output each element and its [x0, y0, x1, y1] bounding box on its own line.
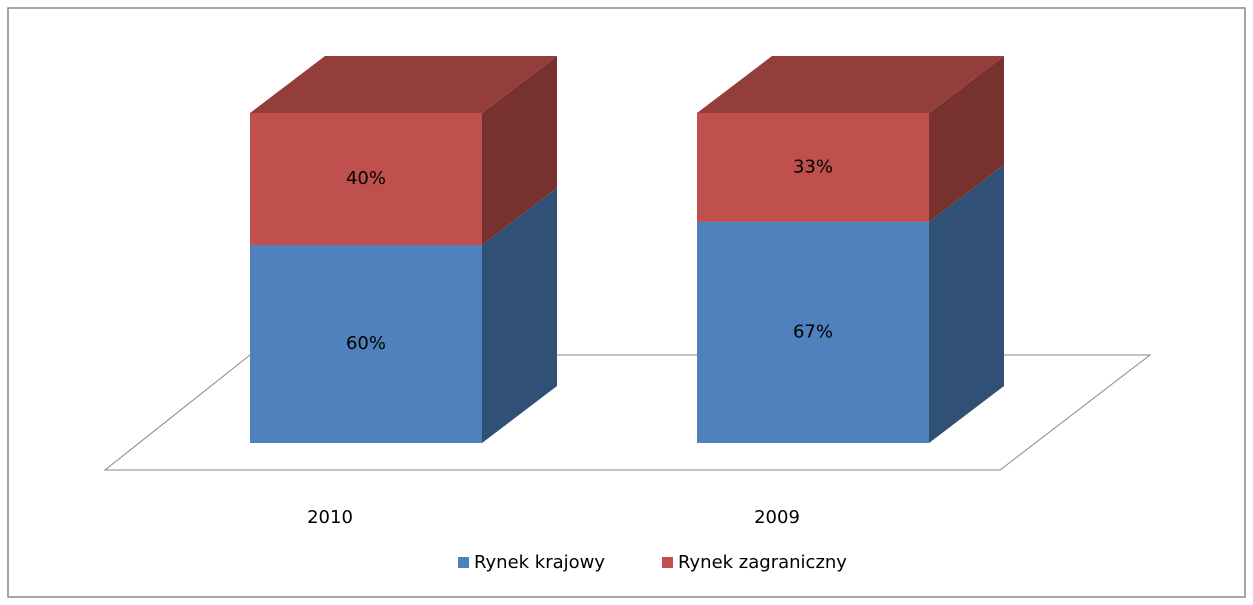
bar-side: [482, 188, 557, 443]
x-tick-label: 2010: [307, 507, 353, 528]
legend-label: Rynek krajowy: [474, 552, 605, 573]
data-label: 67%: [793, 321, 833, 342]
bar-front: [697, 113, 929, 222]
bar-front: [250, 245, 482, 443]
data-label: 33%: [793, 156, 833, 177]
bar-front: [250, 113, 482, 245]
legend-swatch: [458, 557, 469, 568]
bar-side: [929, 164, 1004, 443]
legend-label: Rynek zagraniczny: [678, 552, 847, 573]
legend-swatch: [662, 557, 673, 568]
chart-frame: [7, 7, 1246, 598]
bar-top: [250, 56, 557, 113]
data-label: 40%: [346, 168, 386, 189]
bar-top: [697, 56, 1004, 113]
bar-side: [929, 56, 1004, 222]
data-label: 60%: [346, 333, 386, 354]
bar-front: [697, 221, 929, 443]
x-tick-label: 2009: [754, 507, 800, 528]
bar-side: [482, 56, 557, 245]
